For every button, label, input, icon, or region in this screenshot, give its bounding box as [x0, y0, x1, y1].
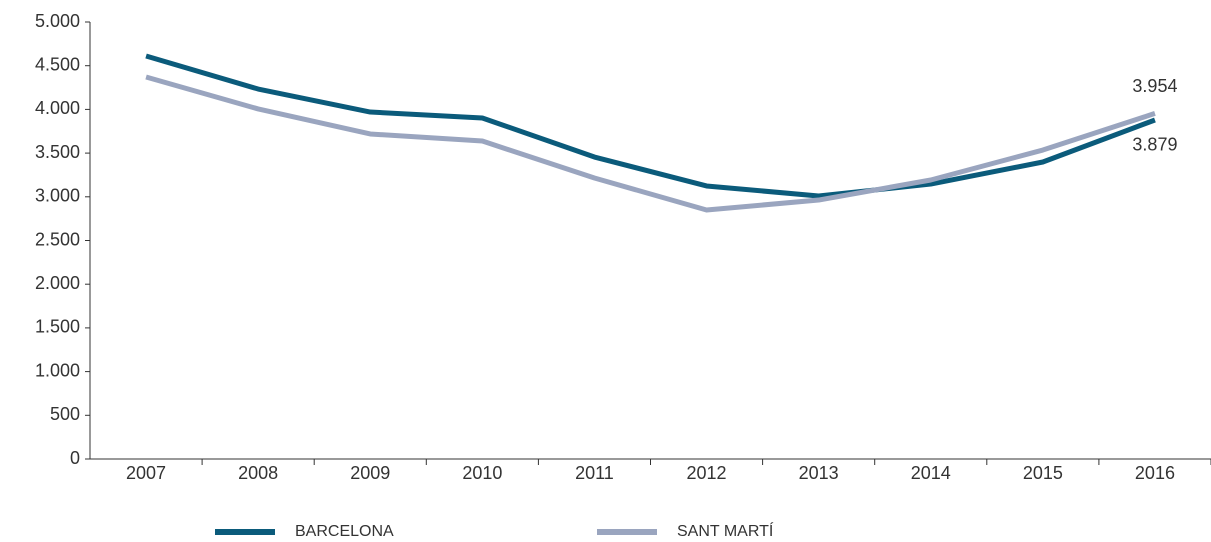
x-tick-label: 2016 [1135, 463, 1175, 483]
x-tick-label: 2009 [350, 463, 390, 483]
legend-label: BARCELONA [295, 523, 394, 540]
series-line [145, 74, 1156, 213]
x-tick-label: 2007 [126, 463, 166, 483]
series-line [145, 53, 1156, 199]
x-tick-label: 2011 [575, 463, 614, 483]
y-tick-label: 5.000 [35, 11, 80, 31]
y-tick-label: 2.500 [35, 229, 80, 249]
data-label: 3.879 [1132, 135, 1177, 155]
y-tick-label: 3.000 [35, 186, 80, 206]
y-tick-label: 1.500 [35, 317, 80, 337]
x-tick-label: 2015 [1023, 463, 1063, 483]
y-tick-label: 2.000 [35, 273, 80, 293]
y-tick-label: 0 [70, 448, 80, 468]
y-tick-label: 3.500 [35, 142, 80, 162]
x-tick-label: 2013 [799, 463, 839, 483]
y-tick-label: 4.500 [35, 54, 80, 74]
x-tick-label: 2008 [238, 463, 278, 483]
legend-label: SANT MARTÍ [677, 521, 774, 540]
x-tick-label: 2012 [687, 463, 727, 483]
y-tick-label: 500 [50, 404, 80, 424]
y-tick-label: 1.000 [35, 360, 80, 380]
data-label: 3.954 [1132, 76, 1177, 96]
y-tick-label: 4.000 [35, 98, 80, 118]
x-tick-label: 2010 [462, 463, 502, 483]
x-tick-label: 2014 [911, 463, 951, 483]
